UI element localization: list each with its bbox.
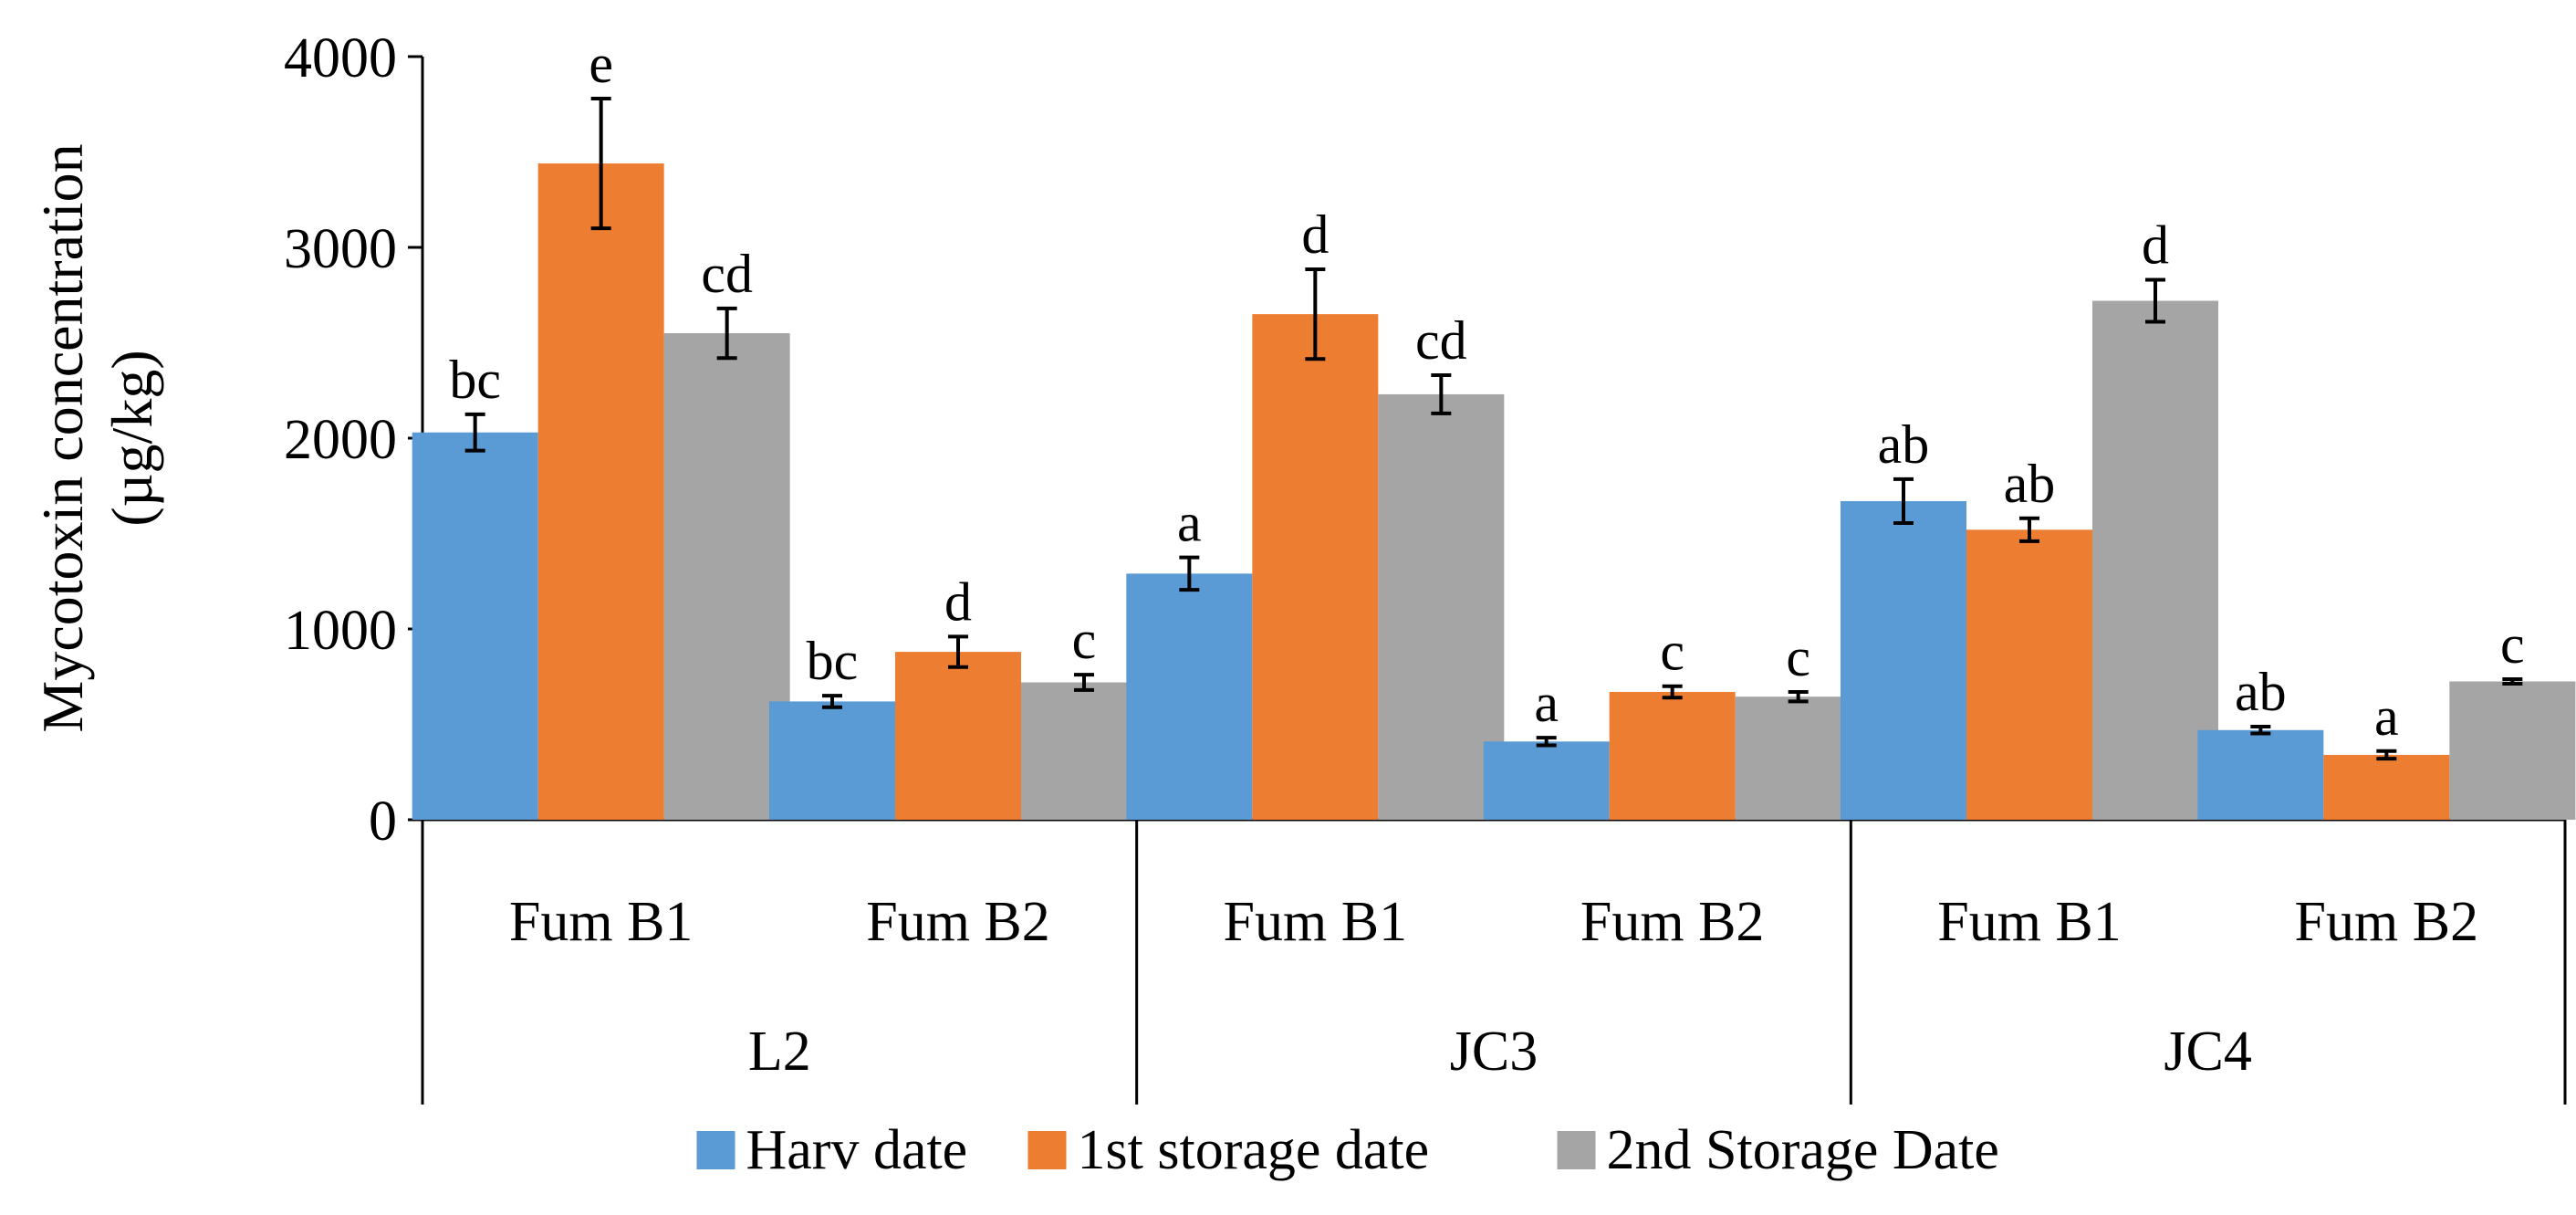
legend-label: Harv date: [746, 1119, 968, 1181]
bar: [2197, 729, 2324, 820]
bars: [412, 163, 2576, 821]
x-axis-labels: Fum B1 Fum B2 L2 Fum B1 Fum B2 JC3 Fum B1 Fum B…: [509, 891, 2478, 1083]
group-label: JC3: [1450, 1021, 1538, 1083]
significance-letter: d: [944, 571, 972, 632]
bar: [537, 163, 664, 821]
legend-label: 2nd Storage Date: [1607, 1119, 1999, 1181]
y-axis-title-text: Mycotoxin concentration(µg/kg): [30, 143, 164, 732]
y-tick-label: 4000: [284, 27, 397, 89]
significance-letter: a: [1177, 493, 1202, 553]
category-label: Fum B1: [1224, 891, 1408, 953]
bar: [1609, 691, 1736, 820]
legend-label: 1st storage date: [1078, 1119, 1430, 1181]
y-tick-label: 1000: [284, 600, 397, 662]
category-label: Fum B2: [2295, 891, 2479, 953]
significance-letter: c: [1786, 627, 1810, 687]
y-tick-label: 2000: [284, 409, 397, 471]
bar: [1126, 573, 1253, 820]
bar: [1841, 500, 1966, 820]
category-label: Fum B1: [1937, 891, 2122, 953]
significance-letter: bc: [807, 631, 859, 691]
legend-swatch: [1557, 1131, 1596, 1169]
significance-letter: a: [2374, 686, 2399, 747]
bar: [1252, 314, 1379, 820]
legend-swatch: [1027, 1131, 1067, 1169]
significance-letter: d: [1301, 204, 1329, 265]
category-label: Fum B2: [866, 891, 1050, 953]
y-axis-title: Mycotoxin concentration(µg/kg): [30, 143, 164, 732]
significance-letter: a: [1534, 673, 1559, 733]
group-label: JC4: [2164, 1021, 2251, 1083]
significance-letters: bc e cd bc d c a d cd a c c ab ab d ab a c: [449, 34, 2524, 747]
bar: [895, 652, 1021, 820]
bar: [1735, 697, 1862, 820]
bar: [1021, 682, 1147, 820]
bar: [1483, 741, 1610, 820]
bar: [1966, 529, 2092, 820]
significance-letter: c: [1072, 610, 1097, 670]
bar: [769, 701, 895, 820]
y-tick-label: 0: [369, 791, 397, 853]
category-label: Fum B2: [1580, 891, 1765, 953]
bar: [663, 333, 790, 820]
significance-letter: ab: [2004, 454, 2056, 514]
significance-letter: c: [1660, 622, 1684, 682]
significance-letter: ab: [1878, 414, 1930, 475]
significance-letter: cd: [701, 244, 753, 304]
significance-letter: bc: [449, 350, 501, 410]
significance-letter: e: [589, 34, 613, 94]
y-tick-label: 3000: [284, 218, 397, 280]
legend: Harv date 1st storage date 2nd Storage Dat…: [696, 1119, 1999, 1181]
significance-letter: c: [2500, 614, 2525, 675]
group-label: L2: [748, 1021, 811, 1083]
bar: [2449, 681, 2576, 820]
error-bars: [464, 96, 2523, 761]
bar: [2323, 754, 2450, 820]
bar: [2092, 300, 2218, 820]
significance-letter: d: [2142, 215, 2169, 276]
bar: [412, 432, 538, 820]
category-label: Fum B1: [509, 891, 694, 953]
significance-letter: cd: [1415, 310, 1467, 371]
legend-swatch: [696, 1131, 735, 1169]
bar: [1378, 393, 1505, 820]
significance-letter: ab: [2235, 662, 2287, 722]
